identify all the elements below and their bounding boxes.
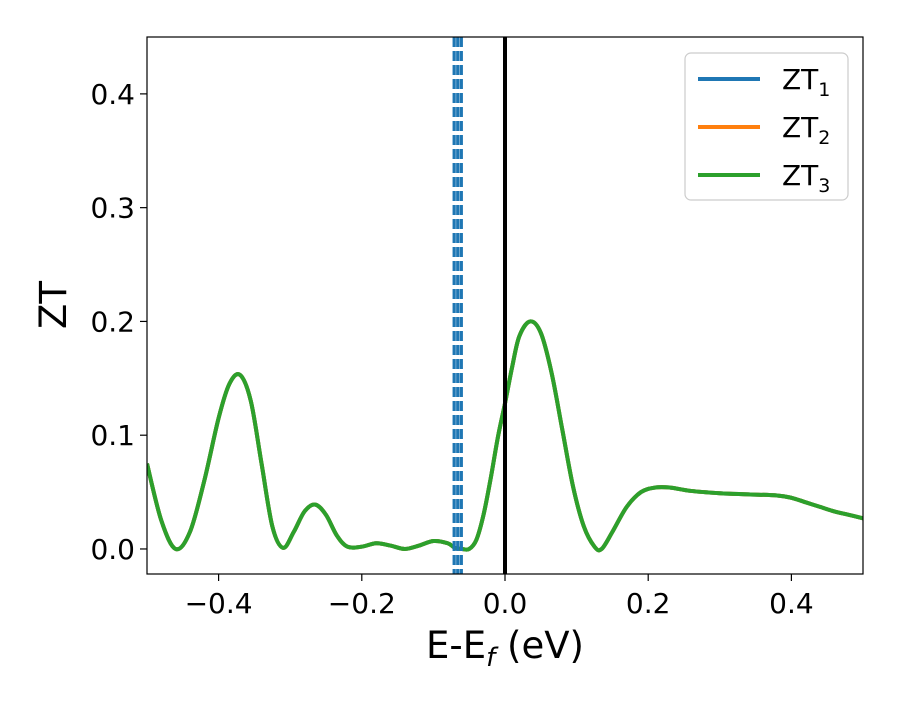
x-tick-label: 0.4	[769, 587, 814, 620]
y-axis-title: ZT	[32, 281, 75, 329]
legend-label-main: ZT	[782, 111, 819, 144]
y-tick-label: 0.4	[90, 78, 135, 111]
legend-label-sub: 3	[818, 175, 830, 197]
x-axis-title-main: E-E	[426, 624, 486, 667]
series-line-3	[147, 319, 863, 553]
legend-label-2: ZT2	[782, 111, 830, 149]
legend-label-1: ZT1	[782, 63, 830, 101]
y-tick-label: 0.2	[90, 305, 135, 338]
legend-label-sub: 1	[818, 79, 830, 101]
y-tick-label: 0.0	[90, 533, 135, 566]
x-tick-label: −0.2	[328, 587, 396, 620]
plot-series-layer	[147, 37, 863, 574]
legend-label-main: ZT	[782, 63, 819, 96]
y-tick-label: 0.3	[90, 192, 135, 225]
axis-ticks: −0.4 −0.2 0.0 0.2 0.4 0.0 0.1 0.2 0.3 0.4	[90, 78, 813, 620]
legend-frame	[684, 52, 849, 201]
y-tick-label: 0.1	[90, 419, 135, 452]
x-tick-label: 0.0	[483, 587, 528, 620]
x-tick-label: 0.2	[626, 587, 671, 620]
legend-label-sub: 2	[818, 127, 830, 149]
legend-label-main: ZT	[782, 159, 819, 192]
plot-area	[146, 36, 864, 575]
x-tick-label: −0.4	[185, 587, 253, 620]
legend-label-3: ZT3	[782, 159, 830, 197]
x-axis-title-rest: (eV)	[495, 624, 584, 667]
x-axis-title: E-Ef (eV)	[426, 624, 584, 673]
